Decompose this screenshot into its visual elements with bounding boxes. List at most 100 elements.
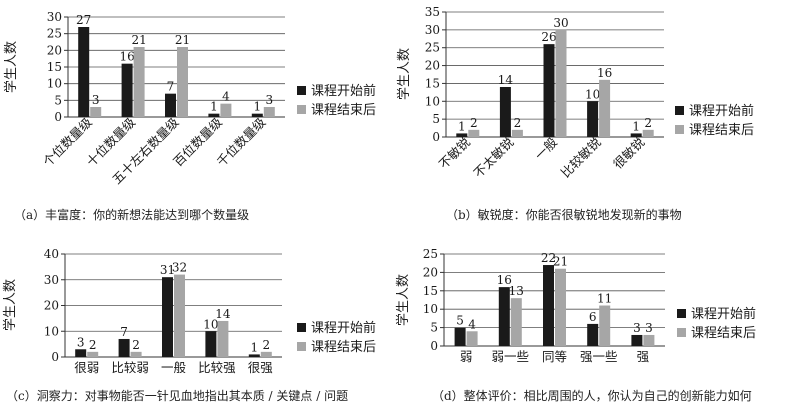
bar-before (631, 334, 643, 346)
y-tick-label: 20 (425, 59, 440, 73)
legend-swatch (675, 125, 684, 134)
bar-before (248, 354, 260, 357)
data-label: 3 (77, 335, 85, 349)
data-label: 2 (132, 338, 140, 352)
x-tick-label: 很弱 (74, 360, 99, 375)
bar-after (643, 334, 655, 346)
data-label: 2 (262, 338, 270, 352)
bar-after (90, 107, 102, 117)
data-label: 4 (468, 317, 476, 331)
chart-b-axes: 0 5 10 15 20 25 30 35 (425, 5, 664, 144)
data-label: 22 (541, 251, 556, 265)
data-label: 32 (172, 261, 187, 275)
data-label: 7 (167, 80, 175, 94)
y-tick-label: 15 (47, 60, 62, 74)
data-label: 3 (265, 93, 273, 107)
bar-after (510, 298, 522, 346)
bar-before (78, 27, 90, 117)
x-tick-label: 一般 (161, 360, 187, 375)
chart-a-axes: 0 5 10 15 20 25 30 (47, 10, 285, 124)
y-tick-label: 10 (44, 324, 59, 338)
x-tick-label: 比较弱 (111, 360, 149, 375)
y-tick-label: 25 (47, 27, 62, 41)
y-tick-label: 0 (430, 339, 438, 353)
data-label: 1 (250, 340, 258, 354)
data-label: 16 (119, 50, 134, 64)
y-tick-label: 20 (423, 265, 438, 279)
chart-panel-a: 0 5 10 15 20 25 30 学生人数 27 3 16 21 7 21 1 4 1 3 个位数量级 十位数量级… (0, 0, 400, 200)
x-tick-label: 同等 (542, 349, 567, 364)
y-tick-label: 15 (425, 76, 440, 90)
bar-before (75, 349, 87, 357)
data-label: 31 (160, 263, 175, 277)
bar-after (177, 47, 188, 117)
bar-after (511, 129, 523, 137)
caption-c: （c）洞察力：对事物能否一针见血地指出其本质 / 关键点 / 问题 (6, 389, 349, 403)
bar-after (599, 79, 611, 137)
bar-before (543, 265, 554, 346)
y-tick-label: 10 (423, 302, 438, 316)
legend-swatch (677, 328, 686, 337)
x-tick-label: 不敏锐 (436, 134, 473, 171)
bar-after (87, 351, 99, 357)
data-label: 21 (131, 33, 146, 47)
y-tick-label: 0 (51, 350, 59, 364)
data-label: 1 (253, 100, 261, 114)
bar-after (555, 29, 567, 137)
caption-b: （b）敏锐度：你能否很敏锐地发现新的事物 (446, 208, 682, 222)
data-label: 10 (203, 317, 218, 331)
data-label: 2 (89, 338, 97, 352)
data-label: 2 (470, 116, 478, 130)
data-label: 3 (92, 93, 100, 107)
data-label: 10 (585, 87, 600, 101)
bar-after (130, 351, 142, 357)
y-axis-label: 学生人数 (2, 279, 18, 331)
bar-after (263, 107, 275, 117)
bar-before (498, 287, 510, 346)
bar-before (205, 331, 217, 357)
bar-before (543, 44, 555, 138)
data-label: 14 (215, 307, 231, 321)
x-tick-label: 比较敏锐 (558, 134, 604, 180)
legend-label: 课程开始前 (689, 103, 754, 119)
bar-before (121, 63, 133, 117)
bar-after (468, 129, 480, 137)
bar-before (454, 327, 466, 346)
bar-after (466, 331, 478, 346)
y-tick-label: 25 (423, 247, 438, 261)
legend-label: 课程结束后 (311, 103, 376, 118)
chart-c-axes: 0 10 20 30 40 (44, 247, 282, 364)
x-tick-label: 弱 (460, 349, 473, 364)
bar-after (174, 274, 185, 357)
bar-before (251, 113, 263, 117)
data-label: 27 (76, 13, 91, 27)
x-tick-label: 不太敏锐 (471, 134, 517, 180)
legend-label: 课程结束后 (691, 326, 756, 341)
legend-swatch (297, 86, 306, 95)
x-tick-label: 很敏锐 (610, 134, 647, 171)
x-tick-label: 很强 (248, 360, 274, 375)
data-label: 3 (633, 321, 641, 335)
data-label: 2 (644, 116, 652, 130)
y-axis-label: 学生人数 (395, 274, 411, 326)
y-tick-label: 30 (425, 23, 440, 37)
data-label: 5 (456, 314, 464, 328)
y-tick-label: 5 (54, 93, 62, 107)
x-tick-label: 强 (637, 349, 650, 364)
data-label: 11 (597, 292, 612, 306)
y-tick-label: 30 (47, 10, 62, 24)
bar-before (208, 113, 220, 117)
chart-panel-b: 0 5 10 15 20 25 30 35 学生人数 1 2 14 2 26 30 10 16 1 2 不敏锐 不太敏锐… (396, 0, 800, 200)
x-tick-label: 比较强 (198, 360, 236, 375)
x-tick-label: 一般 (532, 134, 561, 163)
